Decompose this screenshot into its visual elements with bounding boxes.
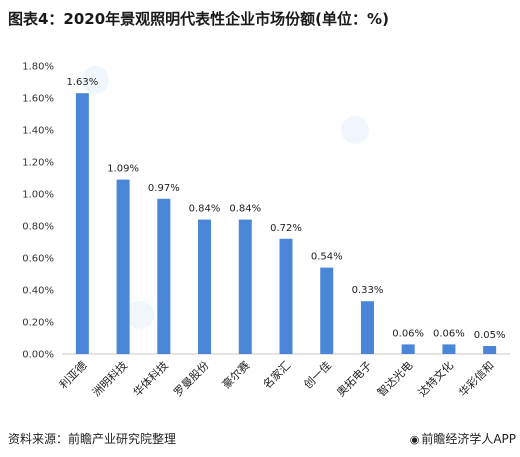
y-tick-label: 1.20% [22,158,54,169]
bar [238,219,252,354]
brand-icon: ◉ [409,433,420,446]
category-label: 奥拓电子 [334,358,375,399]
data-label: 0.33% [352,285,384,296]
data-label: 0.84% [189,204,221,215]
bar [320,267,334,354]
category-label: 华彩信和 [456,358,497,399]
category-label: 创一佳 [301,358,334,391]
y-tick-label: 0.20% [22,318,54,329]
data-label: 0.06% [392,328,424,339]
category-label: 洲明科技 [89,358,130,399]
category-label: 名家汇 [260,358,293,391]
y-tick-label: 0.00% [22,350,54,361]
y-tick-label: 1.00% [22,190,54,201]
bar [483,346,497,354]
data-label: 0.97% [148,183,180,194]
y-tick-label: 1.60% [22,94,54,105]
source-note: 资料来源：前瞻产业研究院整理 [8,432,177,446]
data-label: 0.72% [270,223,302,234]
y-tick-label: 0.80% [22,222,54,233]
data-label: 0.06% [433,328,465,339]
data-label: 0.84% [229,204,261,215]
bar [401,344,415,354]
bar [157,198,171,354]
bar [75,93,89,354]
brand-label: 前瞻经济学人APP [421,432,516,446]
data-label: 1.09% [107,164,139,175]
chart-title: 图表4：2020年景观照明代表性企业市场份额(单位：%) [8,10,389,28]
brand-credit: ◉ 前瞻经济学人APP [410,430,516,447]
bar [198,219,212,354]
category-label: 豪尔赛 [219,358,252,391]
data-label: 0.54% [311,252,343,263]
bar [442,344,456,354]
category-label: 罗曼股份 [171,359,211,399]
bar [116,179,130,354]
data-label: 1.63% [66,77,98,88]
y-tick-label: 1.40% [22,126,54,137]
y-tick-label: 0.40% [22,286,54,297]
watermark-logos [81,66,369,329]
category-label: 华体科技 [130,358,171,399]
bar [360,301,374,354]
category-label: 智达光电 [374,358,415,399]
y-tick-label: 1.80% [22,62,54,73]
data-label: 0.05% [474,330,506,341]
category-label: 利亚德 [56,358,89,391]
bar [279,238,293,354]
category-label: 达特文化 [415,358,456,399]
y-tick-label: 0.60% [22,254,54,265]
